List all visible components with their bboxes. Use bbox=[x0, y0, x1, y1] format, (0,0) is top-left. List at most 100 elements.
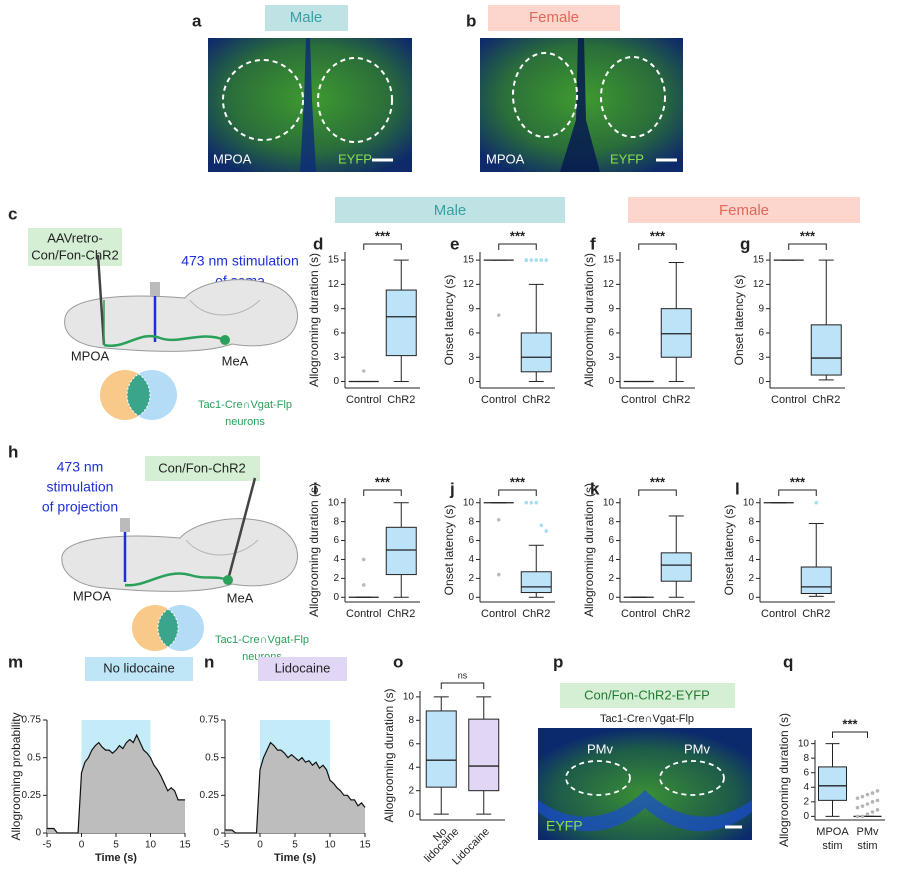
marker-label: EYFP bbox=[546, 818, 583, 834]
outline bbox=[512, 52, 578, 138]
significance: *** bbox=[790, 474, 806, 489]
panel-label: i bbox=[313, 479, 318, 498]
significance: *** bbox=[510, 474, 526, 489]
mea bbox=[220, 335, 230, 345]
y-tick-label: 10 bbox=[743, 497, 755, 508]
y-tick-label: 0 bbox=[803, 811, 809, 822]
y-axis-label: Allogrooming duration (s) bbox=[307, 483, 321, 617]
outlier bbox=[539, 523, 544, 528]
y-tick-label: 10 bbox=[403, 692, 415, 703]
y-tick-label: 9 bbox=[608, 303, 614, 314]
title-box bbox=[258, 657, 347, 681]
y-tick-label: 0 bbox=[758, 376, 764, 387]
y-tick-label: 4 bbox=[803, 782, 809, 793]
projection bbox=[103, 334, 226, 348]
probability-line bbox=[47, 733, 185, 834]
brain bbox=[64, 279, 298, 352]
x-tick-label: Control bbox=[346, 394, 381, 406]
y-tick-label: 4 bbox=[608, 554, 614, 565]
y-axis-label: Onset latency (s) bbox=[442, 275, 456, 366]
panel-label: e bbox=[450, 234, 459, 253]
y-tick-label: 4 bbox=[468, 554, 474, 565]
y-tick-label: 6 bbox=[758, 328, 764, 339]
outlier bbox=[870, 810, 875, 814]
y-axis-label: Allogrooming duration (s) bbox=[307, 253, 321, 387]
y-tick-label: 15 bbox=[463, 255, 475, 266]
significance-bracket bbox=[788, 243, 827, 250]
outline bbox=[600, 56, 666, 138]
y-tick-label: 0 bbox=[748, 592, 754, 603]
significance-bracket bbox=[440, 682, 485, 689]
x-tick-label: PMv bbox=[857, 826, 880, 838]
y-tick-label: 0.25 bbox=[200, 790, 220, 801]
y-tick-label: 10 bbox=[328, 497, 340, 508]
x-tick-label: Control bbox=[346, 608, 381, 620]
cell-label: neurons bbox=[225, 416, 265, 428]
outline bbox=[222, 59, 304, 141]
region-label: MPOA bbox=[213, 151, 252, 166]
box bbox=[810, 324, 842, 376]
y-tick-label: 9 bbox=[758, 303, 764, 314]
title-box bbox=[85, 657, 193, 681]
significance: *** bbox=[375, 474, 391, 489]
x-tick-label: ChR2 bbox=[522, 608, 550, 620]
box bbox=[468, 718, 500, 792]
y-tick-label: 6 bbox=[748, 535, 754, 546]
x-tick-label: 15 bbox=[359, 840, 371, 851]
outlier bbox=[855, 796, 860, 800]
male-header-box bbox=[335, 197, 565, 223]
panel-label: g bbox=[740, 234, 750, 253]
y-tick-label: 3 bbox=[468, 352, 474, 363]
outlier bbox=[870, 791, 875, 795]
y-tick-label: 12 bbox=[603, 279, 615, 290]
y-tick-label: 8 bbox=[608, 516, 614, 527]
x-tick-label: 5 bbox=[113, 840, 119, 851]
panel-label: d bbox=[313, 234, 323, 253]
x-tick-label: Control bbox=[481, 394, 516, 406]
fiber-ferrule bbox=[120, 518, 130, 532]
ventricle bbox=[300, 38, 316, 172]
y-tick-label: 0 bbox=[468, 592, 474, 603]
cell-label: Tac1-Cre∩Vgat-Flp bbox=[198, 399, 292, 411]
outline bbox=[565, 760, 631, 796]
panel-label: p bbox=[553, 652, 563, 671]
outlier bbox=[529, 500, 534, 505]
outlier bbox=[865, 812, 870, 816]
panel-label: f bbox=[590, 234, 596, 253]
x-axis-label: Time (s) bbox=[95, 852, 137, 864]
panel-label: h bbox=[8, 442, 18, 461]
x-tick-label: Control bbox=[771, 394, 806, 406]
outlier bbox=[814, 500, 819, 505]
y-tick-label: 0.75 bbox=[200, 715, 220, 726]
y-tick-label: 12 bbox=[328, 279, 340, 290]
outlier bbox=[870, 800, 875, 804]
y-tick-label: 0 bbox=[468, 376, 474, 387]
brain-fold bbox=[189, 299, 261, 316]
x-tick-label: ChR2 bbox=[662, 608, 690, 620]
x-tick-label: 0 bbox=[79, 840, 85, 851]
outlier bbox=[524, 258, 529, 262]
panel-label: n bbox=[204, 652, 214, 671]
cell-label: Tac1-Cre∩Vgat-Flp bbox=[215, 634, 309, 646]
outlier bbox=[539, 258, 544, 262]
significance: ns bbox=[458, 670, 468, 680]
x-tick-label: ChR2 bbox=[802, 608, 830, 620]
y-tick-label: 6 bbox=[408, 738, 414, 749]
outline bbox=[317, 57, 393, 143]
y-tick-label: 0 bbox=[333, 592, 339, 603]
y-tick-label: 9 bbox=[468, 303, 474, 314]
y-tick-label: 0 bbox=[408, 809, 414, 820]
brain bbox=[61, 518, 298, 592]
title-box bbox=[265, 5, 348, 31]
virus-label: Con/Fon-ChR2 bbox=[31, 247, 118, 262]
y-axis-label: Allogrooming probability bbox=[9, 712, 23, 840]
outlier bbox=[855, 814, 860, 819]
x-tick-label: Control bbox=[761, 608, 796, 620]
significance-bracket bbox=[778, 489, 817, 496]
y-tick-label: 0.5 bbox=[205, 752, 219, 763]
x-tick-label: 0 bbox=[257, 840, 263, 851]
panel-label: l bbox=[735, 479, 740, 498]
outlier bbox=[875, 808, 880, 812]
outlier bbox=[496, 313, 501, 317]
chart-title: Lidocaine bbox=[275, 660, 331, 675]
